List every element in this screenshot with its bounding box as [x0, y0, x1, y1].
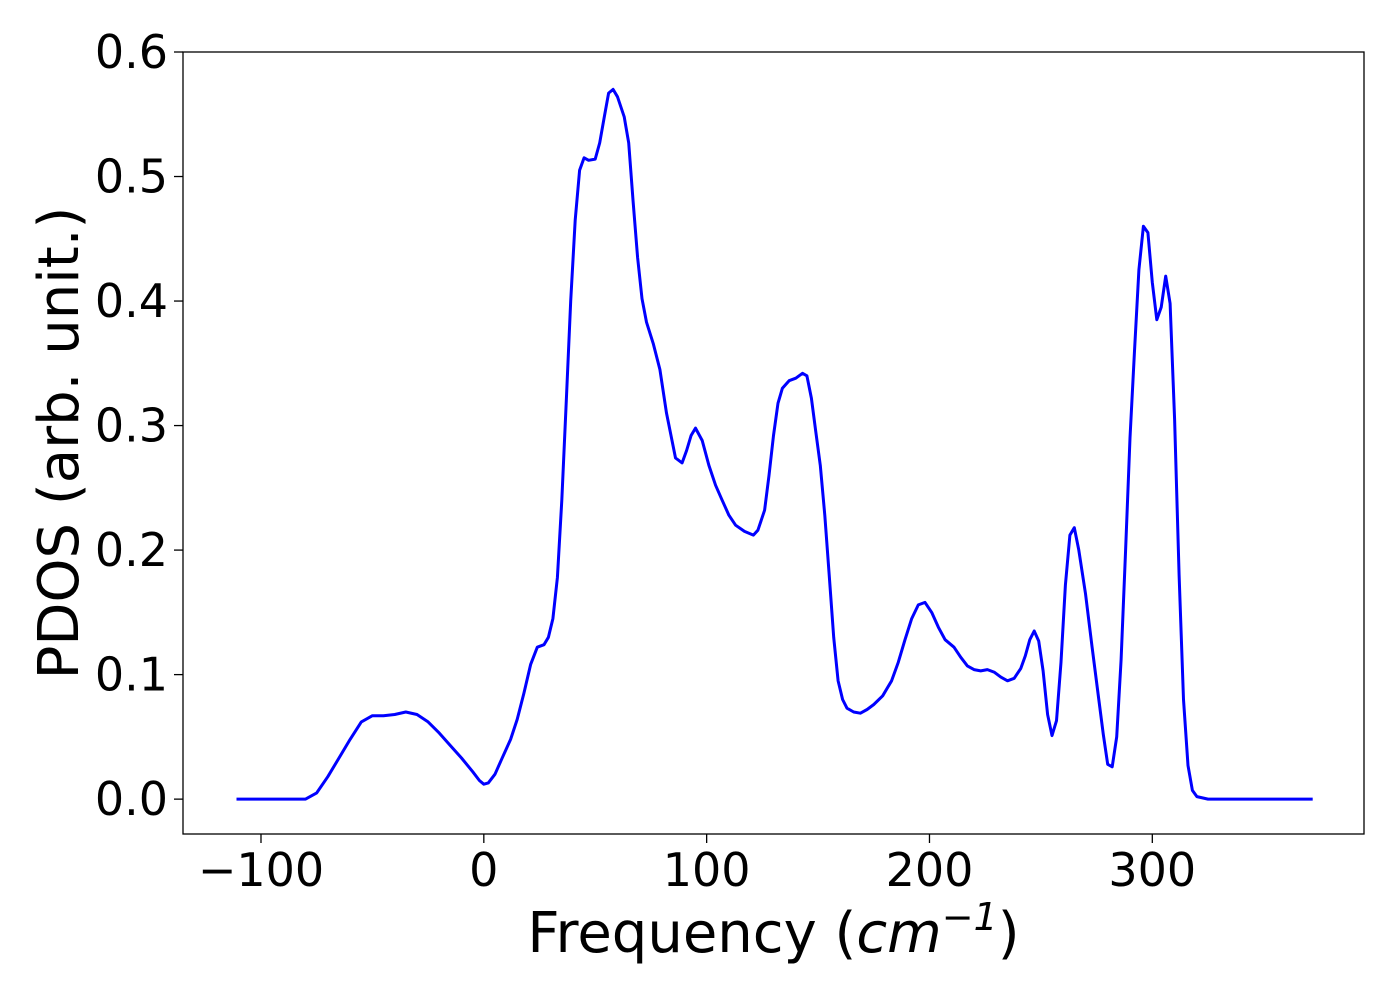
y-tick-label: 0.2	[95, 523, 168, 577]
x-axis-label-exponent: −1	[942, 895, 998, 939]
pdos-series-line	[236, 87, 1313, 801]
x-tick-label: 200	[886, 843, 974, 897]
y-tick-label: 0.0	[95, 772, 168, 826]
x-axis-label-unit: cm	[856, 901, 941, 966]
y-tick-label: 0.1	[95, 648, 168, 702]
y-tick-label: 0.5	[95, 150, 168, 204]
plot-frame	[182, 51, 1365, 835]
x-tick-label: −100	[198, 843, 324, 897]
x-tick-label: 300	[1108, 843, 1196, 897]
y-tick-label: 0.6	[95, 25, 168, 79]
y-tick-label: 0.4	[95, 274, 168, 328]
x-tick-label: 100	[663, 843, 751, 897]
x-tick-label: 0	[469, 843, 498, 897]
y-axis-ticks: 0.0 0.1 0.2 0.3 0.4 0.5 0.6	[95, 25, 183, 826]
x-axis-label: Frequency (cm−1)	[527, 895, 1019, 966]
x-axis-label-close: )	[998, 901, 1020, 966]
x-axis-label-base: Frequency (	[527, 901, 856, 966]
y-tick-label: 0.3	[95, 399, 168, 453]
x-axis-ticks: −100 0 100 200 300	[198, 834, 1196, 897]
y-axis-label: PDOS (arb. unit.)	[27, 207, 92, 680]
